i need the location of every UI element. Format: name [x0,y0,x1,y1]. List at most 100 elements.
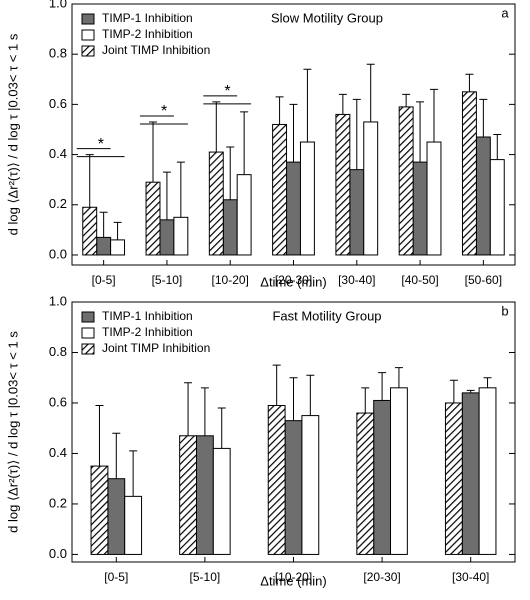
x-tick-label: [0-5] [92,273,116,287]
x-tick-label: [10-20] [275,570,312,584]
y-tick-label: 0.2 [49,495,67,510]
bar [272,123,288,256]
error-bar [449,379,458,403]
bar [222,199,238,256]
bar [110,239,126,256]
y-tick-label: 0.0 [49,246,67,261]
legend-label: TIMP-2 Inhibition [102,27,193,41]
bar [124,495,143,555]
bar [461,91,477,256]
bar [363,121,379,256]
error-bar [338,93,347,115]
x-axis-label: Δtime (min) [260,274,326,289]
x-tick-label: [5-10] [190,570,221,584]
bar [267,404,286,555]
significance-mark: * [161,103,167,120]
legend-swatch [81,343,95,355]
x-tick-label: [5-10] [152,273,183,287]
bar [299,141,315,256]
bar [301,415,320,555]
error-bar [394,367,403,388]
y-tick-label: 1.0 [49,0,67,10]
error-bar [366,63,375,122]
legend-swatch [81,13,95,25]
x-tick-label: [20-30] [275,273,312,287]
bar [398,106,414,256]
x-tick-label: [40-50] [401,273,438,287]
error-bar [378,372,387,401]
x-tick-label: [10-20] [212,273,249,287]
y-tick-label: 0.8 [49,344,67,359]
error-bar [361,387,370,414]
bar [208,151,224,256]
bar [489,159,505,256]
significance-bracket [76,148,125,158]
x-tick-label: [20-30] [363,570,400,584]
error-bar [212,101,221,153]
error-bar [226,146,235,200]
bar [390,387,408,555]
y-tick-label: 0.4 [49,146,67,161]
panel-label: b [501,303,508,318]
bar [236,174,252,256]
legend-swatch [81,327,95,339]
y-tick-label: 0.6 [49,96,67,111]
y-tick-label: 0.8 [49,46,67,61]
bar [96,236,112,256]
error-bar [289,103,298,163]
bar [212,447,231,555]
error-bar [416,101,425,163]
error-bar [306,374,315,416]
error-bar [289,377,298,421]
chart-title: Slow Motility Group [271,10,383,25]
y-tick-label: 0.0 [49,546,67,561]
error-bar [200,387,209,436]
bar [284,420,303,555]
chart-title: Fast Motility Group [272,308,381,323]
x-tick-label: [30-40] [338,273,375,287]
y-tick-label: 0.4 [49,445,67,460]
bar [90,465,109,555]
bar [461,392,480,555]
error-bar [240,111,249,175]
legend-swatch [81,45,95,57]
error-bar [176,161,185,218]
bar [475,136,491,256]
error-bar [303,68,312,143]
bar [286,161,301,256]
error-bar [113,221,122,240]
bar [82,206,98,256]
error-bar [112,432,121,479]
bar [179,435,197,555]
error-bar [493,134,502,160]
error-bar [465,73,474,92]
y-tick-label: 0.2 [49,196,67,211]
y-axis-label: d log ⟨Δr²(τ)⟩ / d log τ |0.03< τ < 1 s [5,33,20,235]
bar [426,141,442,256]
bar [159,219,175,256]
error-bar [483,377,492,388]
bar [145,181,161,256]
error-bar [272,364,281,406]
legend-label: TIMP-1 Inhibition [102,309,193,323]
significance-bracket [140,115,188,125]
legend-swatch [81,311,95,323]
bar [195,435,214,555]
y-tick-label: 1.0 [49,293,67,308]
legend-label: Joint TIMP Inhibition [102,341,210,355]
x-tick-label: [0-5] [104,570,128,584]
error-bar [184,382,193,436]
bar [349,169,365,256]
significance-mark: * [98,136,104,153]
x-tick-label: [50-60] [465,273,502,287]
error-bar [99,211,108,238]
legend-label: Joint TIMP Inhibition [102,43,210,57]
x-tick-label: [30-40] [452,570,489,584]
y-axis-label: d log ⟨Δr²(τ)⟩ / d log τ |0.03< τ < 1 s [5,331,20,533]
error-bar [275,96,284,125]
error-bar [479,98,488,138]
error-bar [129,450,138,497]
y-tick-label: 0.6 [49,394,67,409]
error-bar [217,407,226,449]
